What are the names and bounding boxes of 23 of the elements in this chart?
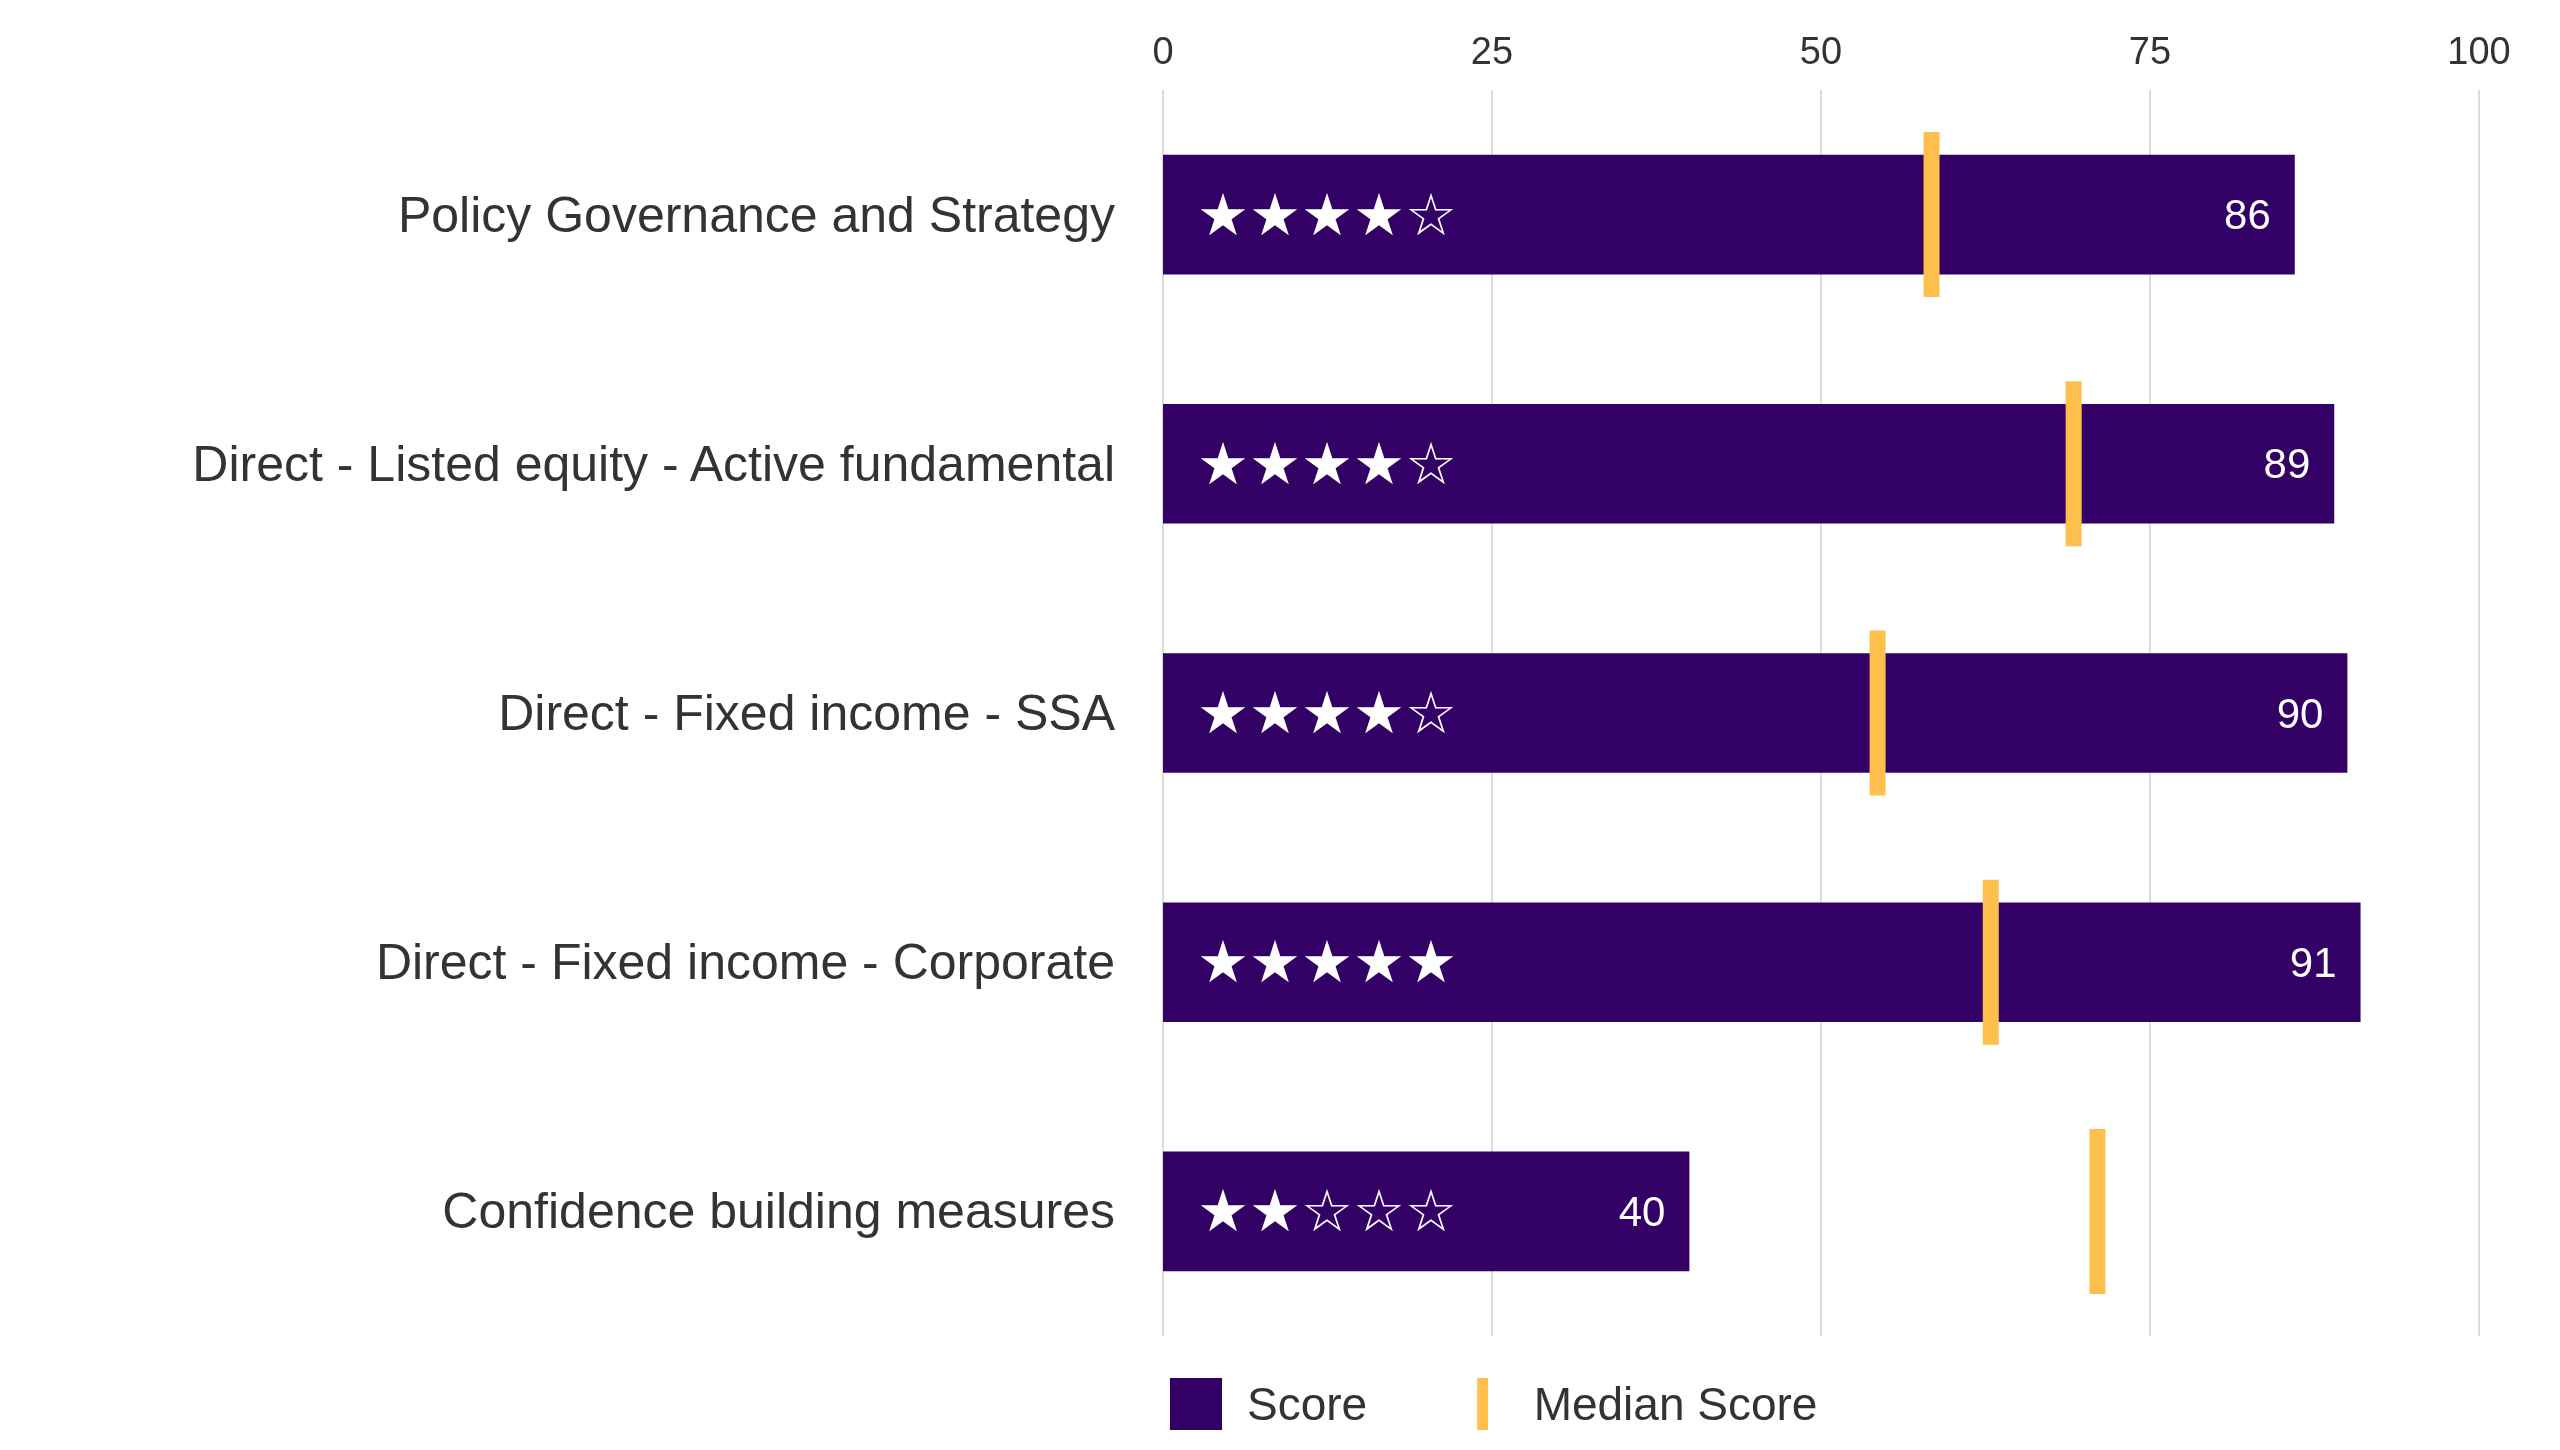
- data-label: 91: [2289, 938, 2337, 986]
- annotation: ★★☆☆☆: [1197, 1177, 1457, 1246]
- x-tick-label: 50: [1799, 30, 1843, 72]
- y-tick-label: Direct - Fixed income - Corporate: [375, 934, 1115, 991]
- x-tick-label: 75: [2128, 30, 2172, 72]
- x-tick-label: 25: [1470, 30, 1514, 72]
- data-label: 89: [2263, 440, 2311, 488]
- y-tick-label: Policy Governance and Strategy: [397, 186, 1115, 243]
- y-tick-label: Direct - Listed equity - Active fundamental: [192, 435, 1115, 492]
- data-label: 40: [1618, 1187, 1666, 1235]
- annotation: ★★★★★: [1197, 928, 1457, 997]
- data-label: 86: [2224, 191, 2271, 239]
- y-tick-label: Direct - Fixed income - SSA: [498, 685, 1116, 741]
- annotation: ★★★★☆: [1197, 429, 1457, 498]
- data-label: 90: [2276, 689, 2324, 737]
- x-tick-label: 100: [2447, 30, 2511, 72]
- y-tick-label: Confidence building measures: [442, 1183, 1115, 1240]
- legend-label: Score: [1247, 1378, 1368, 1430]
- bar: [1163, 1151, 1690, 1272]
- legend-label: Median Score: [1533, 1378, 1818, 1430]
- annotation: ★★★★☆: [1197, 679, 1457, 747]
- x-tick-label: 0: [1152, 30, 1174, 72]
- annotation: ★★★★☆: [1197, 180, 1457, 249]
